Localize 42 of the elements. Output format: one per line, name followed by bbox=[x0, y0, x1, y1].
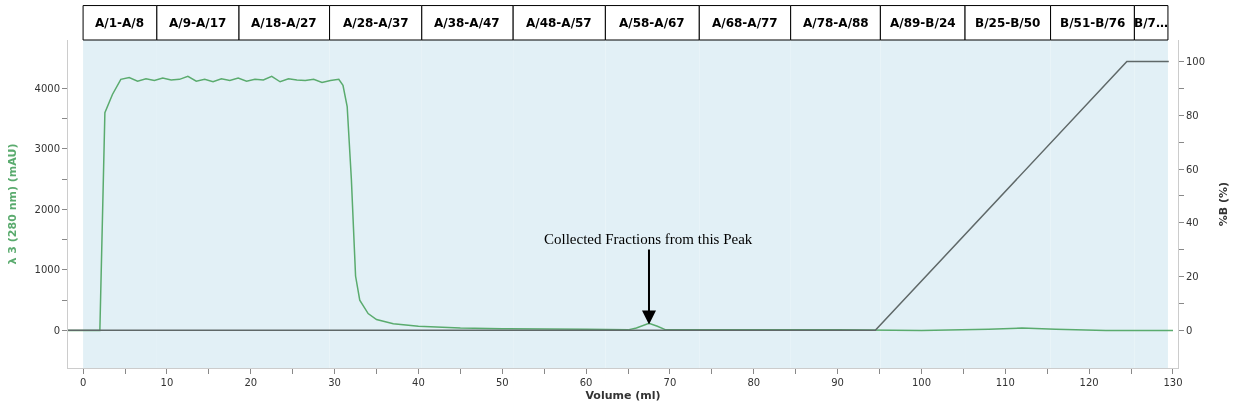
x-tick-label: 0 bbox=[79, 377, 87, 388]
x-tick-label: 60 bbox=[579, 377, 593, 388]
band-label: B/51-B/76 bbox=[1060, 16, 1126, 30]
band-label: A/48-A/57 bbox=[526, 16, 592, 30]
y2-tick-label: 40 bbox=[1186, 217, 1199, 229]
x-tick-label: 100 bbox=[911, 377, 932, 388]
x-tick-label: 80 bbox=[747, 377, 761, 388]
x-tick-label: 90 bbox=[831, 377, 844, 388]
y2-axis-title: %B (%) bbox=[1217, 181, 1231, 227]
band-label: A/68-A/77 bbox=[712, 16, 778, 30]
x-tick-label: 20 bbox=[244, 377, 258, 388]
band-label: A/1-A/8 bbox=[95, 16, 145, 30]
x-tick-label: 30 bbox=[328, 377, 341, 388]
band-label: B/25-B/50 bbox=[975, 16, 1041, 30]
band-label: A/38-A/47 bbox=[434, 16, 500, 30]
y-tick-label: 4000 bbox=[34, 82, 60, 94]
x-axis-title: Volume (ml) bbox=[585, 389, 661, 403]
y2-tick-label: 60 bbox=[1186, 163, 1199, 175]
y-axis-title: λ 3 (280 nm) (mAU) bbox=[6, 143, 20, 265]
band-label: A/58-A/67 bbox=[619, 16, 685, 30]
x-tick-label: 120 bbox=[1079, 377, 1099, 388]
y-tick-label: 2000 bbox=[34, 203, 60, 215]
x-tick-label: 50 bbox=[495, 377, 509, 388]
x-tick-label: 40 bbox=[412, 377, 425, 388]
y-tick-label: 0 bbox=[53, 324, 60, 336]
y-tick-label: 3000 bbox=[34, 143, 60, 155]
band-label: A/89-B/24 bbox=[890, 16, 956, 30]
annotation: Collected Fractions from this Peak bbox=[544, 231, 753, 247]
band-label: B/7… bbox=[1134, 16, 1168, 30]
x-tick-label: 130 bbox=[1163, 377, 1183, 388]
y2-tick-label: 80 bbox=[1186, 109, 1199, 121]
band-label: A/18-A/27 bbox=[251, 16, 317, 30]
y2-tick-label: 20 bbox=[1186, 271, 1199, 283]
x-tick-label: 10 bbox=[160, 377, 174, 388]
x-tick-label: 110 bbox=[995, 377, 1015, 388]
band-label: A/9-A/17 bbox=[169, 16, 227, 30]
band-label: A/28-A/37 bbox=[343, 16, 409, 30]
x-tick-label: 70 bbox=[663, 377, 677, 388]
y2-tick-label: 0 bbox=[1186, 324, 1193, 336]
y-tick-label: 1000 bbox=[34, 264, 60, 276]
band-label: A/78-A/88 bbox=[803, 16, 869, 30]
y2-tick-label: 100 bbox=[1186, 56, 1206, 68]
